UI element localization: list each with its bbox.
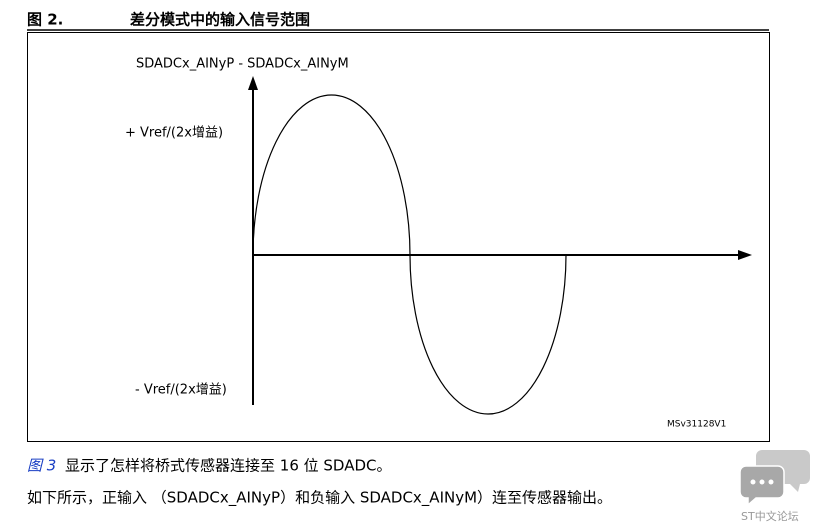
y-arrow — [248, 76, 258, 90]
figure-title: 差分模式中的输入信号范围 — [130, 11, 310, 29]
sine-wave — [252, 94, 567, 415]
positive-label: + Vref/(2x增益) — [125, 126, 223, 141]
figure-code: MSv31128V1 — [667, 420, 726, 430]
body-line: 显示了怎样将桥式传感器连接至 16 位 SDADC。 — [65, 457, 392, 475]
figure-link[interactable]: 图 3 — [27, 457, 56, 475]
figure-number: 图 2. — [27, 11, 63, 29]
negative-label: - Vref/(2x增益) — [135, 383, 227, 398]
figure-frame — [27, 32, 770, 442]
watermark-text: ST中文论坛 — [741, 509, 799, 523]
watermark-icon — [739, 450, 810, 507]
x-arrow — [738, 250, 752, 260]
body-line: 如下所示，正输入 （SDADCx_AINyP）和负输入 SDADCx_AINyM… — [27, 489, 612, 508]
axis-label: SDADCx_AINyP - SDADCx_AINyM — [136, 57, 349, 72]
